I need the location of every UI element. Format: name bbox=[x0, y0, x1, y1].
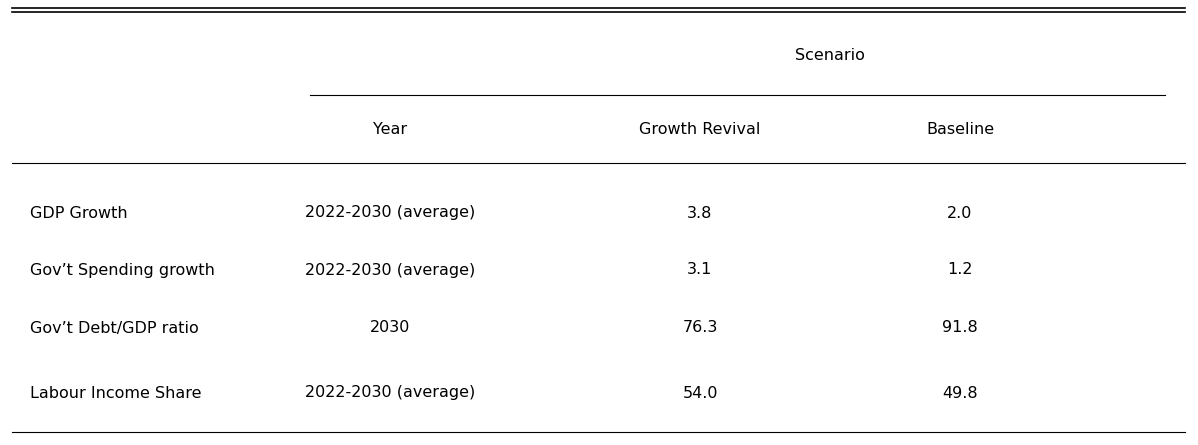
Text: Labour Income Share: Labour Income Share bbox=[30, 385, 201, 400]
Text: 2030: 2030 bbox=[370, 320, 410, 336]
Text: 3.8: 3.8 bbox=[688, 206, 713, 221]
Text: Gov’t Spending growth: Gov’t Spending growth bbox=[30, 263, 214, 278]
Text: Year: Year bbox=[373, 122, 407, 138]
Text: Gov’t Debt/GDP ratio: Gov’t Debt/GDP ratio bbox=[30, 320, 199, 336]
Text: 1.2: 1.2 bbox=[948, 263, 973, 278]
Text: 2022-2030 (average): 2022-2030 (average) bbox=[304, 263, 476, 278]
Text: 91.8: 91.8 bbox=[942, 320, 978, 336]
Text: 54.0: 54.0 bbox=[682, 385, 718, 400]
Text: 2.0: 2.0 bbox=[948, 206, 973, 221]
Text: 76.3: 76.3 bbox=[683, 320, 718, 336]
Text: Baseline: Baseline bbox=[926, 122, 994, 138]
Text: Growth Revival: Growth Revival bbox=[640, 122, 761, 138]
Text: 2022-2030 (average): 2022-2030 (average) bbox=[304, 385, 476, 400]
Text: GDP Growth: GDP Growth bbox=[30, 206, 128, 221]
Text: 49.8: 49.8 bbox=[942, 385, 978, 400]
Text: 2022-2030 (average): 2022-2030 (average) bbox=[304, 206, 476, 221]
Text: 3.1: 3.1 bbox=[688, 263, 713, 278]
Text: Scenario: Scenario bbox=[795, 48, 865, 62]
